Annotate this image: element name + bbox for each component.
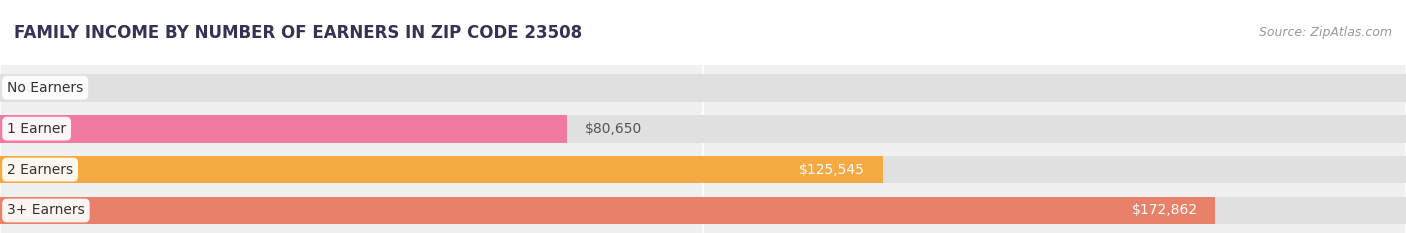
Bar [0, 197, 1215, 224]
Bar [0, 115, 1406, 143]
Bar [0, 156, 1406, 184]
Bar [0, 156, 883, 184]
Text: FAMILY INCOME BY NUMBER OF EARNERS IN ZIP CODE 23508: FAMILY INCOME BY NUMBER OF EARNERS IN ZI… [14, 24, 582, 42]
Text: $172,862: $172,862 [1132, 203, 1198, 217]
Text: Source: ZipAtlas.com: Source: ZipAtlas.com [1258, 26, 1392, 39]
Text: No Earners: No Earners [7, 81, 83, 95]
Text: $80,650: $80,650 [585, 122, 641, 136]
Text: $0: $0 [18, 81, 35, 95]
Text: $125,545: $125,545 [799, 163, 865, 177]
Text: 2 Earners: 2 Earners [7, 163, 73, 177]
Bar [0, 115, 567, 143]
Text: 1 Earner: 1 Earner [7, 122, 66, 136]
Text: 3+ Earners: 3+ Earners [7, 203, 84, 217]
Bar [0, 197, 1406, 224]
Bar [0, 74, 1406, 102]
